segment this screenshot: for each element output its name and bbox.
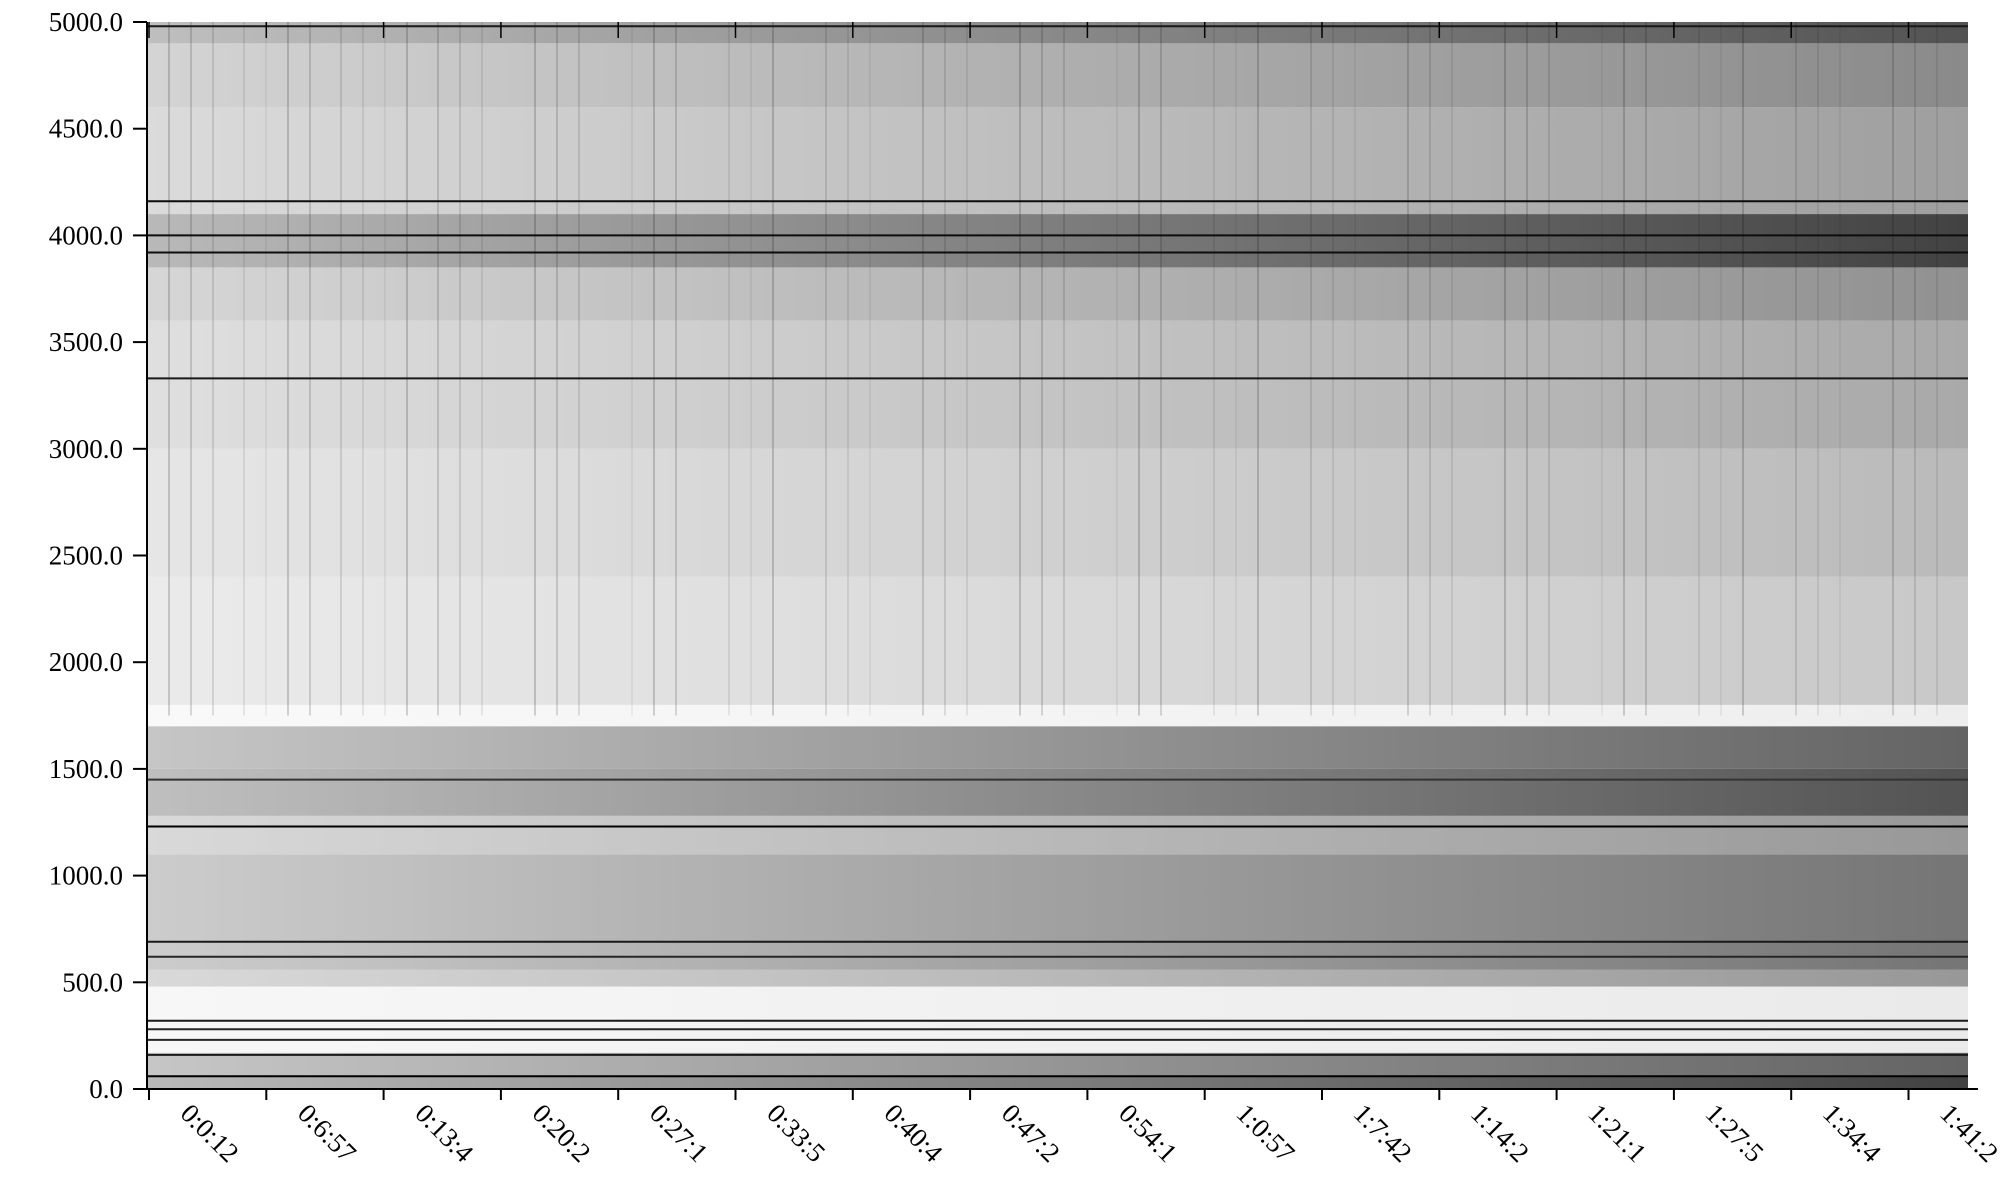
x-tick-label: 0:47:2 bbox=[996, 1098, 1066, 1168]
x-tick-label: 1:27:5 bbox=[1700, 1098, 1770, 1168]
y-tick-label: 3500.0 bbox=[49, 327, 123, 357]
x-tick-label: 0:13:4 bbox=[409, 1098, 479, 1168]
x-tick-label: 0:0:12 bbox=[175, 1098, 245, 1168]
heatmap-band bbox=[147, 22, 1968, 44]
heatmap-band bbox=[147, 1076, 1968, 1089]
x-tick-label: 0:20:2 bbox=[527, 1098, 597, 1168]
y-ticks: 0.0 500.0 1000.0 1500.0 2000.0 2500.0 3000.0 35… bbox=[49, 7, 147, 1104]
y-tick-label: 4000.0 bbox=[49, 220, 123, 250]
x-tick-label: 0:6:57 bbox=[292, 1098, 362, 1168]
heatmap-band bbox=[147, 43, 1968, 108]
heatmap-band bbox=[147, 986, 1968, 1053]
y-tick-label: 4500.0 bbox=[49, 114, 123, 144]
heatmap-band bbox=[147, 320, 1968, 449]
x-tick-label: 1:0:57 bbox=[1230, 1098, 1300, 1168]
heatmap-band bbox=[147, 815, 1968, 855]
y-tick-label: 500.0 bbox=[62, 967, 123, 997]
heatmap-band bbox=[147, 1052, 1968, 1077]
y-tick-label: 0.0 bbox=[89, 1074, 123, 1104]
y-tick-label: 5000.0 bbox=[49, 7, 123, 37]
heatmap-band bbox=[147, 214, 1968, 268]
x-tick-label: 0:27:1 bbox=[644, 1098, 714, 1168]
heatmap-band bbox=[147, 107, 1968, 215]
y-tick-label: 2000.0 bbox=[49, 647, 123, 677]
x-tick-label: 1:21:1 bbox=[1582, 1098, 1652, 1168]
y-tick-label: 1500.0 bbox=[49, 754, 123, 784]
heatmap-band bbox=[147, 726, 1968, 769]
y-tick-label: 1000.0 bbox=[49, 861, 123, 891]
heatmap-band bbox=[147, 448, 1968, 577]
heatmap-band bbox=[147, 969, 1968, 987]
x-tick-label: 1:34:4 bbox=[1817, 1098, 1887, 1168]
heatmap-band bbox=[147, 704, 1968, 727]
x-tick-label: 1:14:2 bbox=[1465, 1098, 1535, 1168]
x-tick-label: 0:40:4 bbox=[879, 1098, 949, 1168]
heatmap-band bbox=[147, 267, 1968, 321]
x-tick-label: 0:54:1 bbox=[1113, 1098, 1183, 1168]
x-tick-label: 0:33:5 bbox=[761, 1098, 831, 1168]
heatmap-area bbox=[146, 22, 1968, 1089]
heatmap-band bbox=[147, 576, 1968, 705]
x-tick-label: 1:7:42 bbox=[1348, 1098, 1418, 1168]
y-tick-label: 2500.0 bbox=[49, 541, 123, 571]
heatmap-band bbox=[147, 854, 1968, 970]
heatmap-band bbox=[147, 768, 1968, 816]
y-tick-label: 3000.0 bbox=[49, 434, 123, 464]
x-tick-label: 1:41:2 bbox=[1934, 1098, 2004, 1168]
